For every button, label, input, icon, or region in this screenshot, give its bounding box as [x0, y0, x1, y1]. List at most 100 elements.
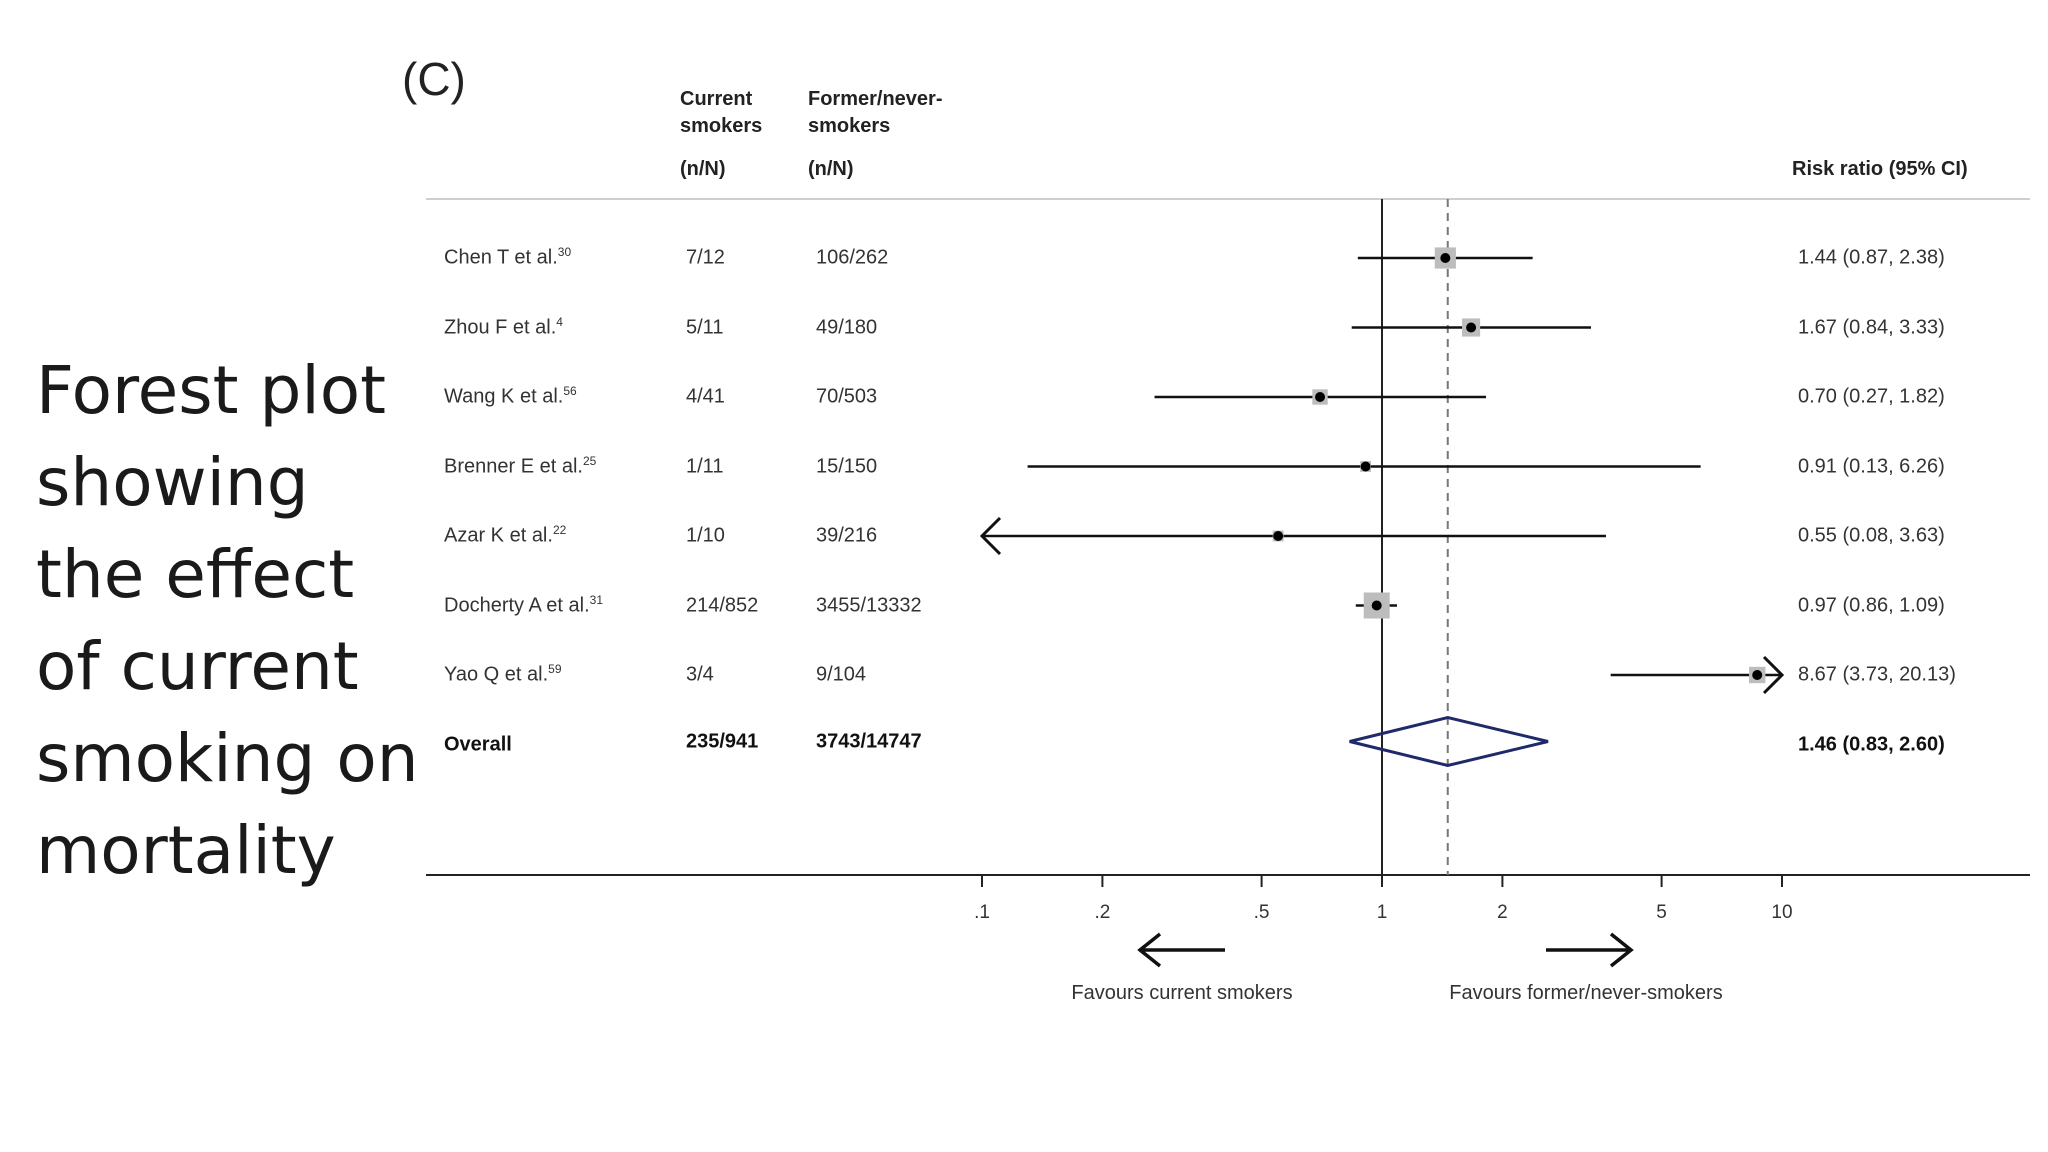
study-risk-ratio-text: 0.55 (0.08, 3.63): [1798, 524, 1945, 547]
study-risk-ratio: 0.97 (0.86, 1.09): [1798, 594, 1945, 617]
study-point-estimate: [1440, 253, 1451, 263]
study-point-estimate: [1360, 461, 1371, 472]
study-risk-ratio: 1.44 (0.87, 2.38): [1798, 247, 1945, 270]
study-former-smokers: 70/503: [816, 386, 877, 409]
study-current-smokers-text: 1/11: [686, 455, 724, 477]
study-reference-number: 56: [563, 383, 577, 398]
study-risk-ratio: 0.70 (0.27, 1.82): [1798, 386, 1945, 409]
favours-right-label: Favours former/never-smokers: [1449, 982, 1723, 1004]
ci-truncated-right-arrow: [1762, 655, 1785, 695]
study-former-smokers: 39/216: [816, 525, 877, 548]
study-name-text: Chen T et al.: [444, 246, 558, 269]
study-former-smokers: 15/150: [816, 455, 877, 478]
header-former-smokers: Former/never- smokers: [808, 86, 943, 140]
slide-title-line: of current: [36, 628, 359, 705]
study-name: Azar K et al.22: [444, 522, 567, 548]
header-former-nN: (n/N): [808, 158, 854, 180]
favours-left-arrow: [1137, 932, 1225, 968]
header-current-smokers: Current smokers: [680, 86, 762, 140]
study-point-estimate: [1371, 600, 1382, 611]
study-name-text: Brenner E et al.: [444, 455, 583, 477]
study-risk-ratio: 1.67 (0.84, 3.33): [1798, 316, 1945, 339]
study-risk-ratio-text: 0.91 (0.13, 6.26): [1798, 455, 1945, 477]
x-axis-tick-label: .2: [1094, 902, 1111, 923]
overall-name-text: Overall: [444, 733, 512, 755]
study-former-smokers-text: 9/104: [816, 663, 867, 686]
study-name-text: Docherty A et al.: [444, 594, 590, 616]
favours-left-label: Favours current smokers: [1071, 982, 1293, 1004]
study-name: Docherty A et al.31: [444, 592, 603, 617]
study-former-smokers-text: 39/216: [816, 524, 878, 547]
study-former-smokers-text: 106/262: [816, 246, 889, 269]
study-risk-ratio-text: 0.70 (0.27, 1.82): [1798, 385, 1945, 408]
slide-title-line: the effect: [36, 536, 355, 613]
study-risk-ratio-text: 8.67 (3.73, 20.13): [1798, 663, 1956, 686]
x-axis-tick-label: .5: [1253, 902, 1270, 923]
study-former-smokers-text: 3455/13332: [816, 594, 922, 616]
slide-title: Forest plot showing the effect of current sm…: [36, 345, 446, 897]
study-reference-number: 25: [582, 453, 597, 468]
study-former-smokers-text: 70/503: [816, 385, 878, 408]
study-current-smokers-text: 1/10: [686, 524, 725, 547]
study-risk-ratio-text: 1.44 (0.87, 2.38): [1798, 246, 1945, 269]
study-point-estimate: [1752, 670, 1763, 680]
study-reference-number: 30: [557, 244, 572, 259]
x-axis-tick-label: 5: [1656, 902, 1667, 923]
header-risk-ratio: Risk ratio (95% CI): [1792, 158, 1968, 180]
overall-former-smokers: 3743/14747: [816, 730, 922, 753]
study-point-estimate: [1273, 531, 1284, 541]
study-risk-ratio: 8.67 (3.73, 20.13): [1798, 664, 1956, 687]
header-current-nN: (n/N): [680, 158, 726, 180]
study-reference-number: 59: [548, 661, 562, 676]
overall-current-smokers: 235/941: [686, 730, 758, 753]
favours-right-arrow: [1546, 932, 1634, 968]
study-current-smokers: 7/12: [686, 247, 725, 270]
study-reference-number: 31: [589, 592, 603, 607]
overall-risk-ratio-text: 1.46 (0.83, 2.60): [1798, 733, 1945, 755]
study-current-smokers-text: 4/41: [686, 385, 725, 408]
study-risk-ratio-text: 1.67 (0.84, 3.33): [1798, 316, 1945, 338]
study-current-smokers-text: 5/11: [686, 316, 724, 338]
x-axis-tick-label: 1: [1376, 902, 1388, 923]
study-current-smokers: 214/852: [686, 594, 758, 617]
study-current-smokers: 4/41: [686, 386, 725, 409]
study-name-text: Wang K et al.: [444, 385, 564, 408]
study-current-smokers: 5/11: [686, 316, 723, 339]
overall-current-smokers-text: 235/941: [686, 730, 759, 752]
study-former-smokers-text: 15/150: [816, 455, 878, 477]
study-former-smokers-text: 49/180: [816, 316, 878, 338]
study-risk-ratio: 0.55 (0.08, 3.63): [1798, 525, 1945, 548]
header-current-line1: Current: [680, 88, 753, 110]
x-axis-tick-label: .1: [974, 902, 990, 923]
overall-risk-ratio: 1.46 (0.83, 2.60): [1798, 733, 1945, 756]
overall-name: Overall: [444, 733, 512, 756]
study-reference-number: 22: [552, 522, 567, 537]
study-current-smokers-text: 3/4: [686, 663, 714, 686]
x-axis-tick-label: 2: [1497, 902, 1508, 923]
slide-title-line: smoking on: [36, 720, 419, 797]
study-name: Zhou F et al.4: [444, 315, 563, 339]
study-name-text: Azar K et al.: [444, 524, 553, 547]
study-former-smokers: 9/104: [816, 664, 866, 687]
study-former-smokers: 49/180: [816, 316, 877, 339]
slide-title-line: Forest plot: [36, 352, 387, 429]
study-name: Chen T et al.30: [444, 244, 572, 270]
slide-title-line: mortality: [36, 812, 336, 889]
study-current-smokers-text: 214/852: [686, 594, 759, 616]
study-former-smokers: 106/262: [816, 247, 888, 270]
study-current-smokers: 1/11: [686, 455, 723, 478]
study-risk-ratio-text: 0.97 (0.86, 1.09): [1798, 594, 1945, 616]
ci-truncated-left-arrow: [979, 516, 1002, 556]
panel-label: (C): [402, 53, 466, 105]
x-axis-tick-label: 10: [1771, 902, 1793, 923]
study-risk-ratio: 0.91 (0.13, 6.26): [1798, 455, 1945, 478]
header-former-line1: Former/never-: [808, 88, 943, 110]
study-name-text: Zhou F et al.: [444, 316, 557, 338]
study-current-smokers: 1/10: [686, 525, 725, 548]
study-name: Brenner E et al.25: [444, 453, 597, 478]
study-point-estimate: [1315, 392, 1326, 402]
study-name: Wang K et al.56: [444, 383, 577, 409]
study-current-smokers-text: 7/12: [686, 246, 725, 269]
study-name-text: Yao Q et al.: [444, 663, 549, 686]
